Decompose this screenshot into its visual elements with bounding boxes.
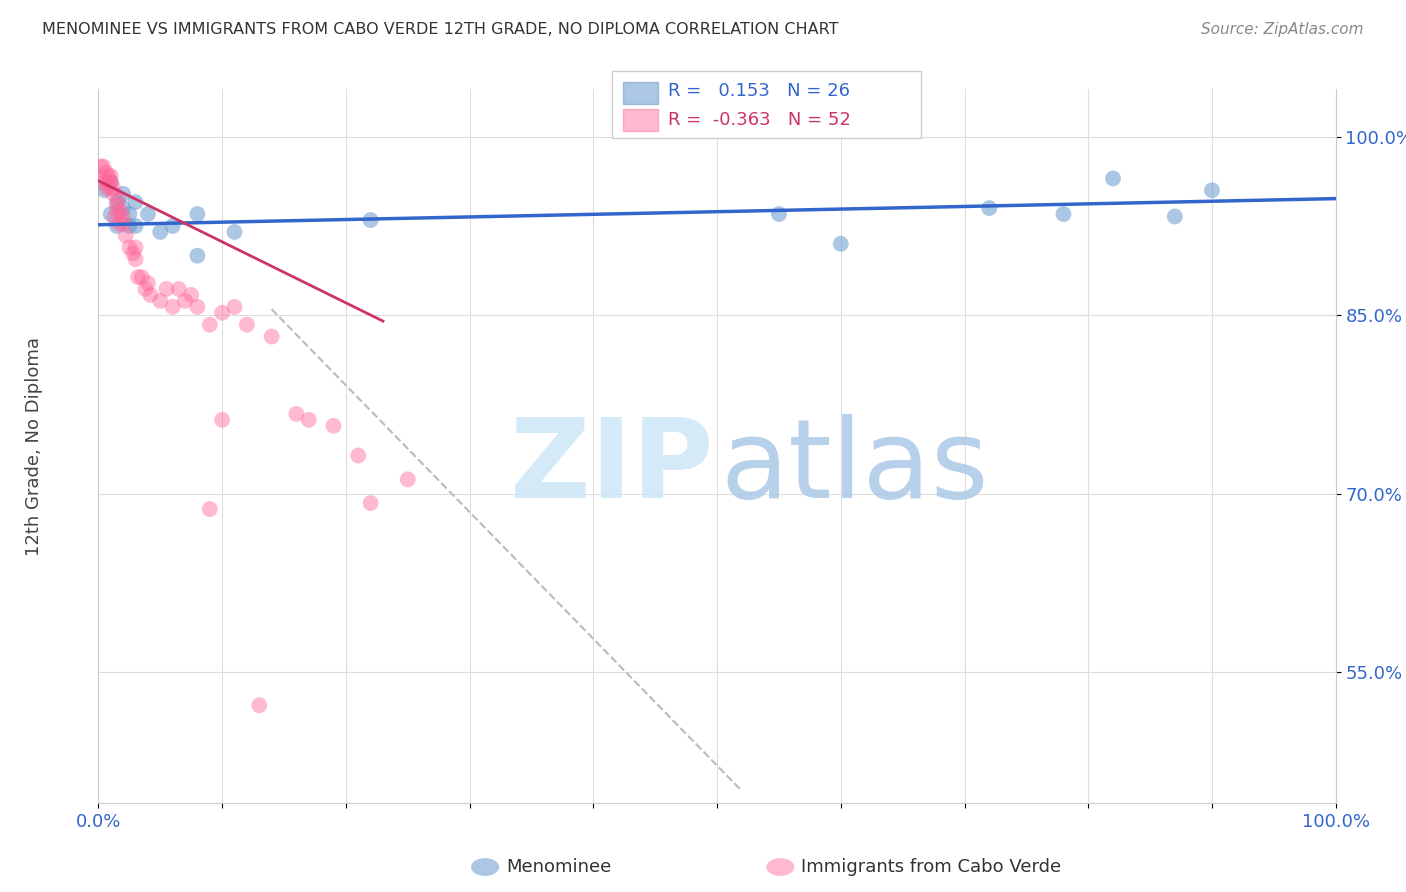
Point bbox=[103, 181, 125, 195]
Point bbox=[1102, 171, 1125, 186]
Point bbox=[236, 318, 259, 332]
Point bbox=[139, 288, 162, 302]
Point bbox=[124, 219, 146, 233]
Point bbox=[97, 169, 120, 183]
Point bbox=[110, 204, 132, 219]
Point bbox=[224, 225, 246, 239]
Point bbox=[198, 502, 221, 516]
Point bbox=[768, 207, 790, 221]
Point bbox=[100, 175, 122, 189]
Text: Immigrants from Cabo Verde: Immigrants from Cabo Verde bbox=[801, 858, 1062, 876]
Point bbox=[127, 270, 149, 285]
Point bbox=[118, 219, 141, 233]
Point bbox=[830, 236, 852, 251]
Point bbox=[136, 207, 159, 221]
Text: MENOMINEE VS IMMIGRANTS FROM CABO VERDE 12TH GRADE, NO DIPLOMA CORRELATION CHART: MENOMINEE VS IMMIGRANTS FROM CABO VERDE … bbox=[42, 22, 839, 37]
Point bbox=[186, 300, 208, 314]
Point bbox=[93, 175, 115, 189]
Point bbox=[186, 249, 208, 263]
Point bbox=[347, 449, 370, 463]
Point bbox=[94, 165, 117, 179]
Point bbox=[124, 240, 146, 254]
Point bbox=[108, 217, 131, 231]
Point bbox=[360, 213, 382, 227]
Point bbox=[103, 211, 125, 225]
Point bbox=[1052, 207, 1074, 221]
Point bbox=[174, 293, 197, 308]
Point bbox=[247, 698, 270, 713]
Point bbox=[180, 288, 202, 302]
Point bbox=[198, 318, 221, 332]
Point bbox=[360, 496, 382, 510]
Point bbox=[100, 169, 122, 183]
Point bbox=[136, 276, 159, 290]
Point bbox=[97, 175, 120, 189]
Text: Menominee: Menominee bbox=[506, 858, 612, 876]
Point bbox=[1201, 183, 1223, 197]
Point bbox=[93, 160, 115, 174]
Point bbox=[96, 181, 118, 195]
Point bbox=[93, 183, 115, 197]
Point bbox=[162, 219, 184, 233]
Point bbox=[124, 195, 146, 210]
Text: Source: ZipAtlas.com: Source: ZipAtlas.com bbox=[1201, 22, 1364, 37]
Point bbox=[211, 413, 233, 427]
Point bbox=[100, 175, 122, 189]
Point bbox=[260, 329, 283, 343]
Text: R =   0.153   N = 26: R = 0.153 N = 26 bbox=[668, 82, 849, 100]
Point bbox=[112, 217, 135, 231]
Point bbox=[396, 472, 419, 486]
Point bbox=[122, 246, 145, 260]
Point bbox=[90, 160, 112, 174]
Y-axis label: 12th Grade, No Diploma: 12th Grade, No Diploma bbox=[25, 336, 42, 556]
Point bbox=[149, 293, 172, 308]
Point bbox=[112, 211, 135, 225]
Text: atlas: atlas bbox=[721, 414, 990, 521]
Point bbox=[855, 124, 877, 138]
Point bbox=[211, 306, 233, 320]
Point bbox=[98, 181, 121, 195]
Point bbox=[186, 207, 208, 221]
Point bbox=[155, 282, 177, 296]
Text: ZIP: ZIP bbox=[510, 414, 713, 521]
Point bbox=[105, 195, 128, 210]
Point bbox=[114, 228, 136, 243]
Point bbox=[298, 413, 321, 427]
Point bbox=[1164, 210, 1187, 224]
Point bbox=[322, 418, 344, 433]
Point bbox=[979, 201, 1001, 215]
Point bbox=[124, 252, 146, 267]
Point bbox=[134, 282, 156, 296]
Point bbox=[91, 171, 114, 186]
Point bbox=[103, 186, 125, 201]
Point bbox=[105, 219, 128, 233]
Point bbox=[162, 300, 184, 314]
Point bbox=[105, 199, 128, 213]
Point bbox=[285, 407, 308, 421]
Point bbox=[112, 186, 135, 201]
Point bbox=[112, 201, 135, 215]
Point bbox=[118, 240, 141, 254]
Point bbox=[167, 282, 190, 296]
Point bbox=[100, 207, 122, 221]
Text: R =  -0.363   N = 52: R = -0.363 N = 52 bbox=[668, 112, 851, 129]
Point bbox=[131, 270, 153, 285]
Point bbox=[105, 204, 128, 219]
Point bbox=[149, 225, 172, 239]
Point bbox=[118, 207, 141, 221]
Point bbox=[224, 300, 246, 314]
Point bbox=[107, 193, 129, 207]
